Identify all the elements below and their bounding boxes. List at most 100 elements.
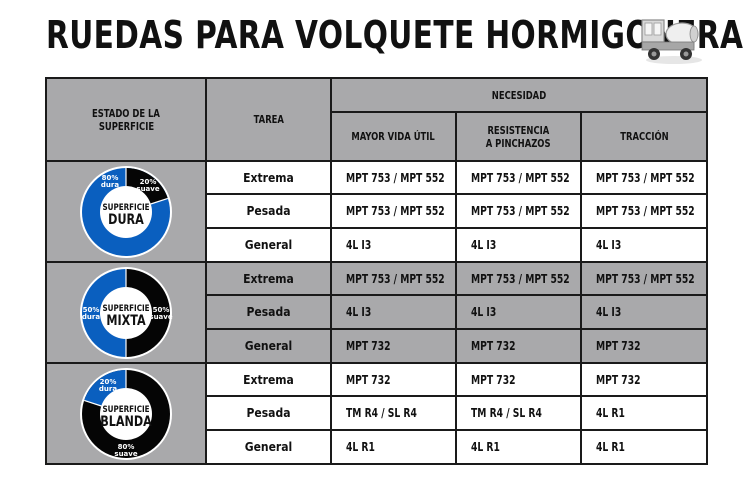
hard-word-label: dura <box>101 181 119 189</box>
surface-soft-cell: 20% dura 80% suave SUPERFICIE BLANDA <box>45 362 207 465</box>
header-traction-label: TRACCIÓN <box>619 130 669 143</box>
header-task: TAREA <box>205 77 332 162</box>
header-need: NECESIDAD <box>329 77 709 113</box>
header-longer-life-label: MAYOR VIDA ÚTIL <box>351 130 436 143</box>
task-label: Extrema <box>243 170 294 185</box>
task-cell: General <box>205 227 332 263</box>
value-cell: MPT 753 / MPT 552 <box>579 160 709 195</box>
surface-line1: SUPERFICIE <box>102 201 149 212</box>
value-text: MPT 753 / MPT 552 <box>471 271 570 286</box>
value-text: 4L I3 <box>471 305 497 319</box>
task-label: Pesada <box>246 406 291 420</box>
value-cell: MPT 753 / MPT 552 <box>455 193 582 229</box>
value-cell: MPT 732 <box>455 328 582 364</box>
header-puncture-line1: RESISTENCIA <box>487 123 550 137</box>
soft-pct-label: 80% <box>118 443 135 451</box>
value-text: 4L I3 <box>596 305 622 319</box>
header-surface-line1: ESTADO DE LA <box>92 106 160 120</box>
soft-pct-label: 50% <box>153 306 170 314</box>
value-text: MPT 732 <box>471 339 516 353</box>
task-cell: Extrema <box>205 261 332 296</box>
soft-word-label: suave <box>114 450 137 458</box>
value-cell: MPT 732 <box>455 362 582 397</box>
value-cell: 4L R1 <box>579 429 709 465</box>
value-cell: 4L R1 <box>455 429 582 465</box>
task-label: General <box>244 339 293 353</box>
value-cell: 4L I3 <box>579 294 709 330</box>
value-cell: MPT 732 <box>330 328 457 364</box>
table-row: 50% dura 50% suave SUPERFICIE MIXTA Extr… <box>45 261 709 364</box>
value-text: 4L R1 <box>471 440 500 454</box>
surface-mixed-donut-chart: 50% dura 50% suave SUPERFICIE MIXTA <box>80 266 173 359</box>
value-text: 4L R1 <box>596 406 625 420</box>
value-text: MPT 753 / MPT 552 <box>471 204 570 218</box>
value-cell: 4L I3 <box>455 294 582 330</box>
task-cell: General <box>205 328 332 364</box>
task-label: General <box>244 238 293 252</box>
task-cell: Pesada <box>205 193 332 229</box>
header-puncture-resistance: RESISTENCIA A PINCHAZOS <box>455 111 582 162</box>
surface-line1: SUPERFICIE <box>102 302 149 313</box>
hard-pct-label: 80% <box>102 174 119 182</box>
value-text: MPT 753 / MPT 552 <box>346 271 445 286</box>
value-text: MPT 753 / MPT 552 <box>346 204 445 218</box>
value-cell: MPT 753 / MPT 552 <box>330 160 457 195</box>
task-cell: Pesada <box>205 294 332 330</box>
value-text: 4L R1 <box>596 440 625 454</box>
hard-pct-label: 50% <box>83 306 100 314</box>
header-surface-line2: SUPERFICIE <box>98 119 154 133</box>
value-text: MPT 732 <box>346 372 391 387</box>
value-cell: MPT 753 / MPT 552 <box>455 160 582 195</box>
hard-pct-label: 20% <box>100 378 117 386</box>
page-title: RUEDAS PARA VOLQUETE HORMIGONERA <box>46 13 744 57</box>
task-label: Extrema <box>243 271 294 286</box>
hard-word-label: dura <box>82 313 100 321</box>
value-cell: 4L I3 <box>330 294 457 330</box>
value-cell: MPT 732 <box>330 362 457 397</box>
header-need-label: NECESIDAD <box>491 88 547 102</box>
surface-hard-donut-chart: 80% dura 20% suave SUPERFICIE DURA <box>80 165 172 258</box>
value-text: 4L R1 <box>346 440 375 454</box>
value-cell: MPT 753 / MPT 552 <box>330 261 457 296</box>
value-cell: MPT 753 / MPT 552 <box>579 261 709 296</box>
value-text: MPT 753 / MPT 552 <box>471 170 570 185</box>
table-row: 80% dura 20% suave SUPERFICIE DURA Extre… <box>45 160 709 263</box>
header-traction: TRACCIÓN <box>579 111 709 162</box>
header-longer-life: MAYOR VIDA ÚTIL <box>330 111 457 162</box>
task-label: Pesada <box>246 305 291 319</box>
task-cell: Pesada <box>205 395 332 431</box>
value-text: 4L I3 <box>471 238 497 252</box>
soft-word-label: suave <box>149 313 172 321</box>
value-cell: 4L I3 <box>330 227 457 263</box>
header-surface-state: ESTADO DE LA SUPERFICIE <box>45 77 207 162</box>
value-cell: MPT 753 / MPT 552 <box>455 261 582 296</box>
table-row: 20% dura 80% suave SUPERFICIE BLANDA Ext… <box>45 362 709 465</box>
task-label: Pesada <box>246 204 291 218</box>
value-text: MPT 732 <box>596 339 641 353</box>
value-text: MPT 753 / MPT 552 <box>596 204 695 218</box>
soft-word-label: suave <box>136 185 159 193</box>
value-cell: MPT 753 / MPT 552 <box>579 193 709 229</box>
value-text: MPT 732 <box>471 372 516 387</box>
value-cell: TM R4 / SL R4 <box>455 395 582 431</box>
soft-pct-label: 20% <box>140 178 157 186</box>
value-cell: MPT 753 / MPT 552 <box>330 193 457 229</box>
task-cell: Extrema <box>205 362 332 397</box>
task-cell: Extrema <box>205 160 332 195</box>
surface-soft-donut-chart: 20% dura 80% suave SUPERFICIE BLANDA <box>80 367 172 460</box>
value-text: TM R4 / SL R4 <box>471 406 542 420</box>
surface-hard-cell: 80% dura 20% suave SUPERFICIE DURA <box>45 160 207 263</box>
value-text: 4L I3 <box>346 238 372 252</box>
value-text: MPT 753 / MPT 552 <box>346 170 445 185</box>
value-text: MPT 753 / MPT 552 <box>596 271 695 286</box>
value-text: MPT 732 <box>596 372 641 387</box>
task-label: General <box>244 440 293 454</box>
value-cell: 4L R1 <box>330 429 457 465</box>
value-cell: MPT 732 <box>579 328 709 364</box>
value-cell: 4L I3 <box>455 227 582 263</box>
header-puncture-line2: A PINCHAZOS <box>486 136 551 150</box>
value-cell: 4L R1 <box>579 395 709 431</box>
surface-mixed-cell: 50% dura 50% suave SUPERFICIE MIXTA <box>45 261 207 364</box>
surface-line2: BLANDA <box>100 412 152 429</box>
value-cell: MPT 732 <box>579 362 709 397</box>
